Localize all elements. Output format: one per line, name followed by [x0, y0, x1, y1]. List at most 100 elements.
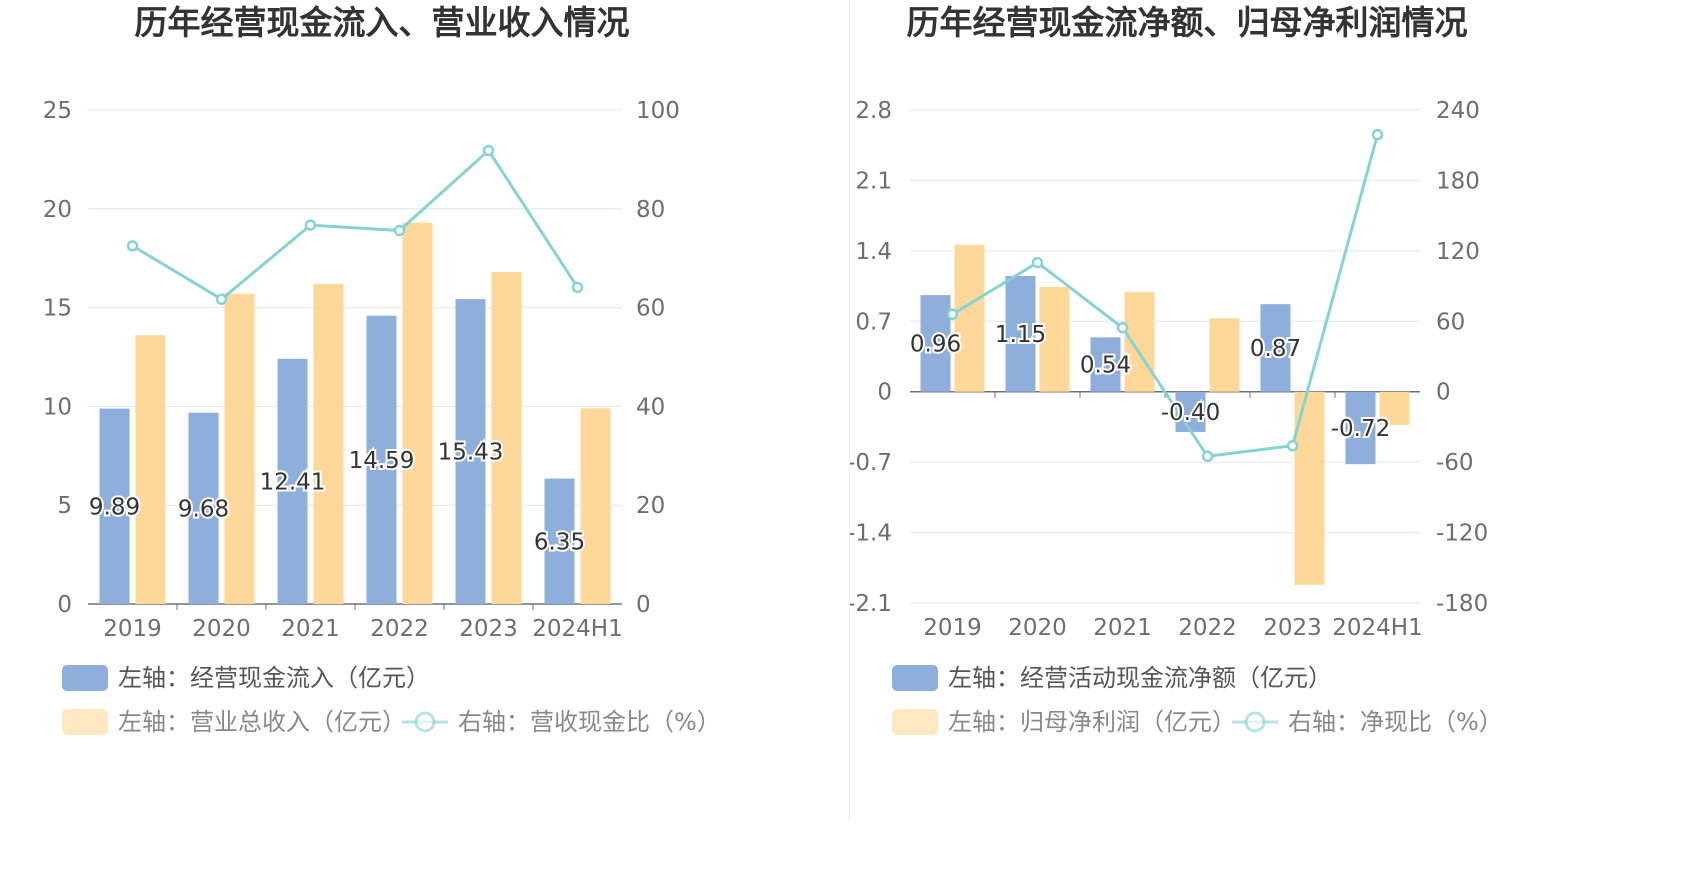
- data-label: 0.87: [1250, 336, 1301, 362]
- legend-bar-swatch: [62, 709, 108, 735]
- bar-secondary: [1209, 318, 1240, 392]
- legend-bar-swatch: [62, 665, 108, 691]
- ratio-point: [126, 240, 139, 252]
- y-left-tick-label: 1.4: [855, 239, 892, 265]
- chart-title: 历年经营现金流入、营业收入情况: [135, 3, 630, 42]
- data-label: 15.43: [438, 440, 504, 466]
- y-left-tick-label: 2.1: [855, 168, 892, 194]
- y-right-tick-label: 20: [636, 493, 665, 519]
- y-left-tick-label: 0: [877, 380, 892, 406]
- data-label: 12.41: [260, 469, 326, 495]
- bar-primary: [544, 478, 575, 604]
- bar-secondary: [1124, 292, 1155, 392]
- y-left-tick-label: 0: [57, 592, 72, 618]
- y-right-tick-label: -180: [1436, 591, 1488, 617]
- x-tick-label: 2019: [923, 615, 982, 641]
- y-right-tick-label: 60: [1436, 309, 1465, 335]
- x-tick-label: 2022: [370, 616, 429, 642]
- legend: 左轴：经营活动现金流净额（亿元） 左轴：归母净利润（亿元） 右轴：净现比（%）: [892, 664, 1503, 736]
- chart-body: 历年经营现金流净额、归母净利润情况 -2.1 -1.4 -0.7 0 0.7 1.4 2.1 2…: [850, 3, 1503, 736]
- x-tick-label: 2020: [192, 616, 251, 642]
- legend-line-marker: [414, 711, 436, 733]
- x-tick-label: 2019: [103, 616, 162, 642]
- bar-primary: [920, 295, 951, 392]
- ratio-point: [1116, 321, 1129, 334]
- bar-secondary: [1379, 391, 1410, 425]
- legend-bar-swatch: [892, 709, 938, 735]
- net-cashflow-profit-chart: 历年经营现金流净额、归母净利润情况 -2.1 -1.4 -0.7 0 0.7 1.4 2.1 2…: [850, 3, 1503, 736]
- y-left-tick-label: -2.1: [850, 591, 892, 617]
- x-tick-label: 2021: [281, 616, 340, 642]
- bar-secondary: [491, 272, 522, 604]
- legend-bar-swatch: [892, 665, 938, 691]
- y-right-tick-label: 40: [636, 394, 665, 420]
- legend-label: 左轴：经营活动现金流净额（亿元）: [948, 664, 1332, 692]
- left-chart-panel: 历年经营现金流入、营业收入情况 0 5 10 15 20 25 0 20 40 60 80 100 201…: [43, 3, 721, 736]
- y-left-tick-label: 0.7: [855, 309, 892, 335]
- x-tick-label: 2024H1: [1332, 615, 1422, 641]
- legend-label: 左轴：经营现金流入（亿元）: [118, 664, 430, 692]
- bar-primary: [1090, 337, 1121, 392]
- panel-divider: [849, 0, 850, 820]
- cash-inflow-revenue-chart: 历年经营现金流入、营业收入情况 0 5 10 15 20 25 0 20 40 60 80 100 201…: [43, 3, 721, 736]
- bar-primary: [1005, 276, 1036, 392]
- bar-secondary: [135, 335, 166, 604]
- y-left-tick-label: 15: [43, 296, 72, 322]
- ratio-point: [946, 308, 959, 320]
- ratio-point: [1371, 128, 1384, 141]
- y-right-tick-label: 0: [1436, 380, 1451, 406]
- data-label: 14.59: [349, 448, 415, 474]
- ratio-point: [482, 144, 495, 157]
- y-left-tick-label: -0.7: [850, 450, 892, 476]
- bar-primary: [455, 299, 486, 604]
- ratio-line: [131, 148, 579, 302]
- data-label: 9.68: [178, 496, 229, 522]
- ratio-point: [571, 281, 584, 294]
- bar-secondary: [1039, 287, 1070, 392]
- data-label: 1.15: [995, 322, 1046, 348]
- ratio-line: [951, 134, 1379, 458]
- y-right-tick-label: 100: [636, 98, 680, 124]
- bar-secondary: [580, 408, 611, 604]
- legend-label: 左轴：归母净利润（亿元）: [948, 708, 1236, 736]
- ratio-point: [1201, 450, 1214, 463]
- y-left-tick-label: 10: [43, 394, 72, 420]
- ratio-point: [215, 293, 228, 305]
- bar-primary: [99, 408, 130, 604]
- y-right-tick-label: 240: [1436, 98, 1480, 124]
- y-right-tick-label: -60: [1436, 450, 1474, 476]
- x-tick-label: 2023: [459, 616, 518, 642]
- chart-body: 历年经营现金流入、营业收入情况 0 5 10 15 20 25 0 20 40 60 80 100 201…: [43, 3, 721, 736]
- bar-primary: [1260, 304, 1291, 392]
- x-tick-label: 2024H1: [532, 616, 622, 642]
- y-right-tick-label: 0: [636, 592, 651, 618]
- y-right-tick-label: 120: [1436, 239, 1480, 265]
- legend-label: 左轴：营业总收入（亿元）: [118, 708, 406, 736]
- y-left-tick-label: 25: [43, 98, 72, 124]
- bar-secondary: [313, 283, 344, 604]
- bar-secondary: [402, 222, 433, 604]
- ratio-point: [393, 224, 406, 237]
- data-label: 0.54: [1080, 353, 1131, 379]
- x-tick-label: 2022: [1178, 615, 1237, 641]
- bar-primary: [188, 412, 219, 604]
- y-left-tick-label: 20: [43, 197, 72, 223]
- ratio-point: [1286, 439, 1299, 452]
- ratio-point: [304, 219, 317, 231]
- y-right-tick-label: 180: [1436, 168, 1480, 194]
- data-label: 0.96: [910, 331, 961, 357]
- bar-primary: [366, 315, 397, 604]
- bar-secondary: [954, 244, 985, 392]
- ratio-point: [1031, 256, 1044, 269]
- legend-label: 右轴：净现比（%）: [1288, 708, 1503, 736]
- bar-primary: [1175, 391, 1206, 432]
- y-left-tick-label: 2.8: [855, 98, 892, 124]
- y-right-tick-label: 60: [636, 296, 665, 322]
- data-label: -0.40: [1161, 400, 1221, 426]
- y-right-tick-label: -120: [1436, 521, 1488, 547]
- legend-line-marker: [1244, 711, 1266, 733]
- x-tick-label: 2020: [1008, 615, 1067, 641]
- legend: 左轴：经营现金流入（亿元） 左轴：营业总收入（亿元） 右轴：营收现金比（%）: [62, 664, 721, 736]
- right-chart-panel: 历年经营现金流净额、归母净利润情况 -2.1 -1.4 -0.7 0 0.7 1.4 2.1 2…: [850, 0, 1700, 874]
- chart-title: 历年经营现金流净额、归母净利润情况: [907, 3, 1468, 42]
